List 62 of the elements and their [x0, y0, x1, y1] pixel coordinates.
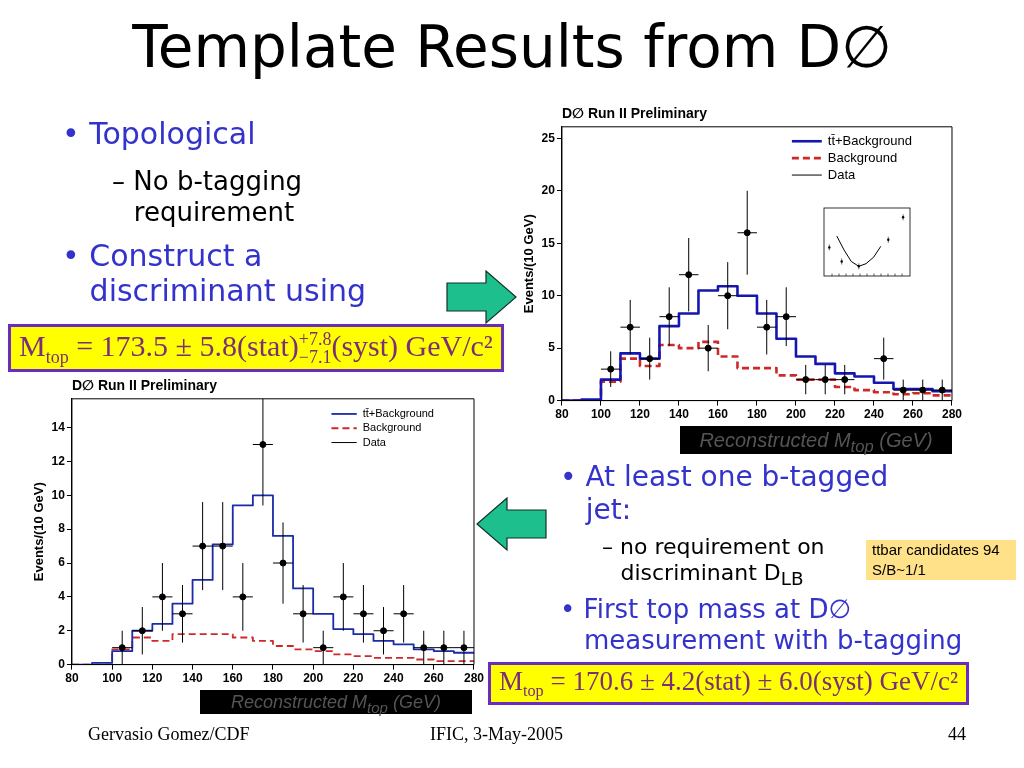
text: • Topological: [62, 116, 257, 152]
legend-label: tt̄+Background: [362, 406, 434, 419]
x-axis-title: Reconstructed M$_{top}$ (GeV): [200, 690, 472, 716]
y-tick-label: 2: [58, 623, 66, 638]
legend-label: Background: [827, 149, 898, 165]
text: – no requirement on discriminant D$_{LB}$: [602, 534, 826, 590]
text: S/B~1/1: [866, 560, 1016, 580]
text: 44: [948, 724, 966, 745]
y-tick-label: 14: [51, 419, 66, 434]
x-tick-label: 240: [383, 671, 404, 686]
x-axis-title: Reconstructed M$_{top}$ (GeV): [680, 426, 952, 456]
text: M$_{top}$ = 170.6 ± 4.2(stat) ± 6.0(syst) GeV/c²: [488, 662, 970, 705]
chart-title: D∅ Run II Preliminary: [71, 377, 218, 394]
text: • First top mass at D∅ measurement with b-tagging: [560, 594, 964, 656]
legend-label: Data: [827, 166, 857, 182]
text: • Construct a discriminant using: [62, 238, 368, 309]
x-tick-label: 80: [555, 407, 569, 422]
y-tick-label: 0: [58, 656, 66, 671]
y-axis-title: Events/(10 GeV): [521, 214, 537, 314]
x-tick-label: 160: [222, 671, 244, 686]
y-tick-label: 10: [51, 487, 66, 502]
x-tick-label: 100: [102, 671, 123, 686]
x-tick-label: 140: [668, 407, 690, 422]
y-tick-label: 6: [58, 555, 66, 570]
x-tick-label: 200: [303, 671, 324, 686]
x-tick-label: 280: [941, 407, 963, 422]
y-tick-label: 15: [541, 235, 556, 250]
x-tick-label: 240: [863, 407, 885, 422]
y-tick-label: 5: [548, 340, 556, 355]
x-tick-label: 180: [746, 407, 768, 422]
x-tick-label: 260: [423, 671, 445, 686]
x-tick-label: 120: [142, 671, 163, 686]
text: • At least one b-tagged jet:: [560, 460, 890, 527]
y-axis-title: Events/(10 GeV): [31, 482, 47, 582]
legend-label: Background: [362, 421, 422, 434]
text: – No b-tagging requirement: [112, 166, 304, 228]
x-tick-label: 260: [902, 407, 924, 422]
chart-title: D∅ Run II Preliminary: [561, 105, 708, 122]
x-tick-label: 280: [463, 671, 485, 686]
x-tick-label: 180: [262, 671, 284, 686]
text: Gervasio Gomez/CDF: [88, 724, 250, 745]
text: IFIC, 3-May-2005: [430, 724, 563, 745]
x-tick-label: 120: [629, 407, 651, 422]
y-tick-label: 4: [58, 589, 66, 604]
x-tick-label: 220: [824, 407, 846, 422]
y-tick-label: 8: [58, 521, 66, 536]
text: Template Results from D∅: [132, 13, 892, 81]
y-tick-label: 25: [541, 130, 556, 145]
x-tick-label: 100: [590, 407, 612, 422]
x-tick-label: 220: [343, 671, 364, 686]
y-tick-label: 20: [541, 183, 556, 198]
x-tick-label: 200: [785, 407, 807, 422]
text: ttbar candidates 94: [866, 540, 1016, 560]
y-tick-label: 0: [548, 392, 556, 407]
text: M$_{top}$ = 173.5 ± 5.8(stat)$^{+7.8}$$_{−7.1}$(syst) GeV/c²: [8, 324, 504, 372]
x-tick-label: 80: [65, 671, 79, 686]
x-tick-label: 160: [707, 407, 729, 422]
y-tick-label: 10: [541, 288, 556, 303]
x-tick-label: 140: [182, 671, 203, 686]
y-tick-label: 12: [51, 453, 66, 468]
legend-label: tt̄+Background: [827, 132, 912, 148]
legend-label: Data: [362, 435, 387, 448]
